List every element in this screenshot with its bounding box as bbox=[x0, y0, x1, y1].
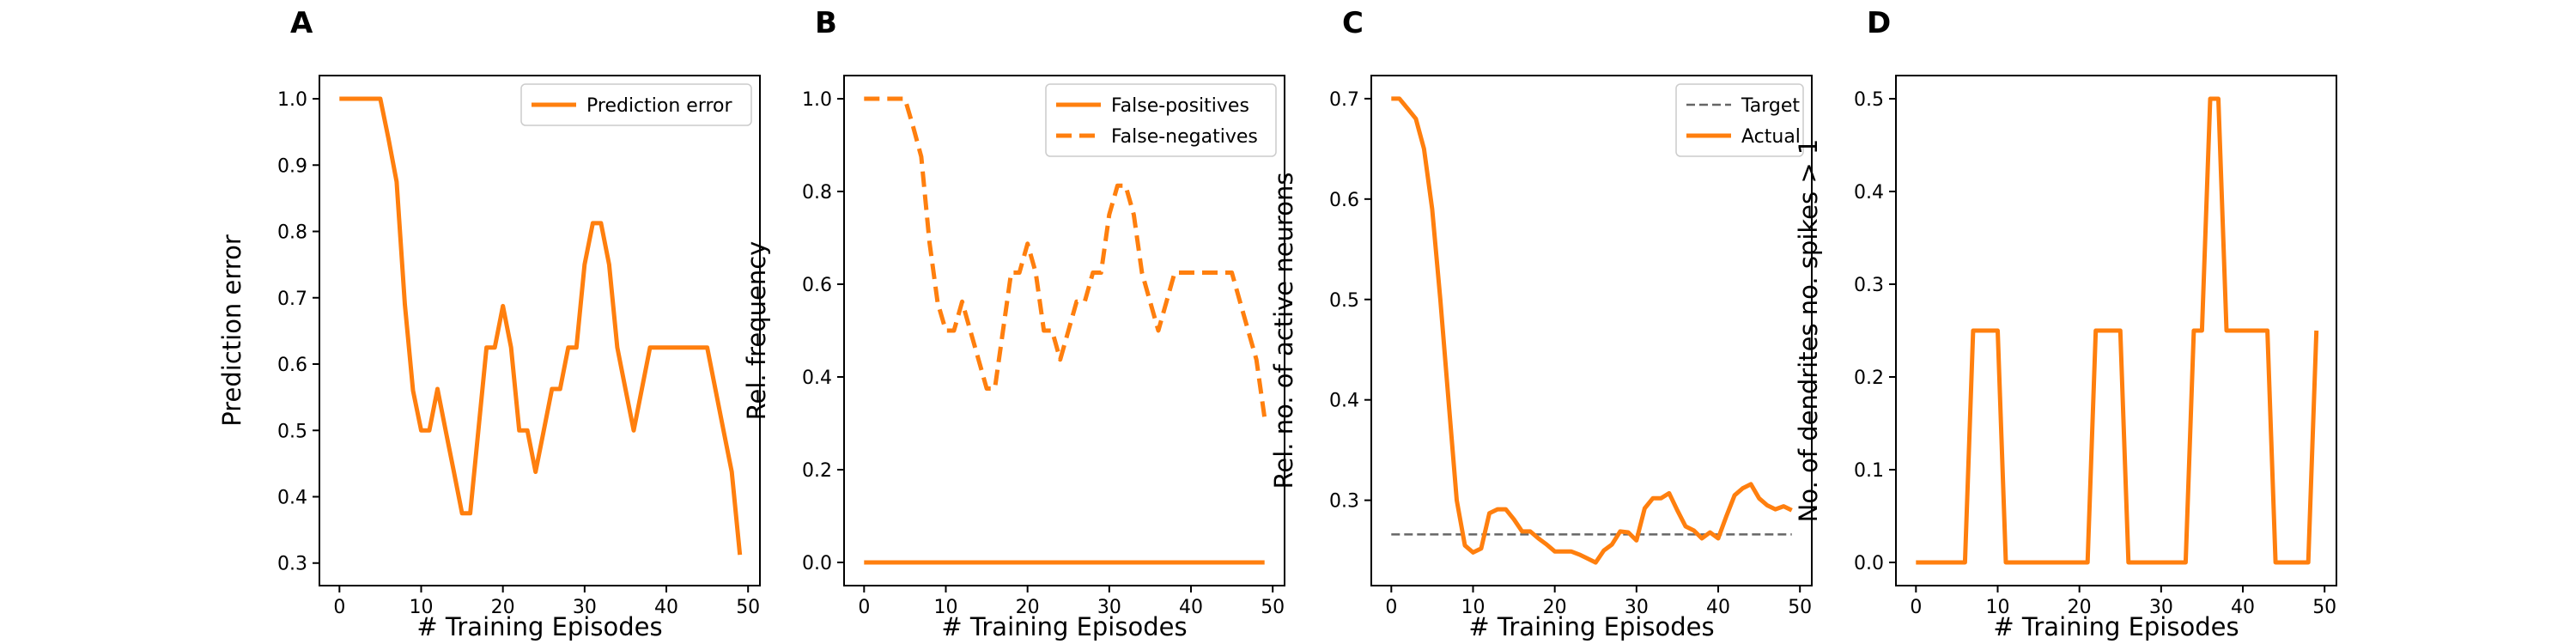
y-axis: 0.0 0.1 0.2 0.3 0.4 0.5 bbox=[1854, 89, 1896, 574]
y-tick-label: 0.4 bbox=[802, 368, 832, 389]
series-lines bbox=[1391, 96, 1793, 565]
legend: False-positives False-negatives bbox=[1045, 83, 1277, 157]
y-tick-label: 0.2 bbox=[802, 460, 832, 482]
x-tick-label: 10 bbox=[1461, 597, 1485, 618]
legend-label: Prediction error bbox=[586, 95, 732, 117]
panel-letter: D bbox=[1867, 6, 1891, 40]
chart-panel-b: B 0 10 20 30 40 50 0.0 0.2 0.4 0.6 0.8 1.0 # Training… bbox=[742, 6, 1285, 641]
y-tick-label: 1.0 bbox=[277, 89, 307, 111]
y-tick-label: 0.5 bbox=[1854, 89, 1884, 111]
x-tick-label: 0 bbox=[1385, 597, 1397, 618]
y-tick-label: 0.0 bbox=[1854, 553, 1884, 574]
y-tick-label: 0.0 bbox=[802, 553, 832, 574]
y-tick-label: 0.1 bbox=[1854, 460, 1884, 482]
series-line-1 bbox=[1391, 96, 1793, 565]
legend-label: Target bbox=[1741, 95, 1800, 117]
x-tick-label: 30 bbox=[2149, 597, 2173, 618]
x-tick-label: 0 bbox=[858, 597, 870, 618]
y-tick-label: 1.0 bbox=[802, 89, 832, 111]
plot-frame bbox=[319, 75, 761, 586]
chart-panel-a: A 0 10 20 30 40 50 0.3 0.4 0.5 0.6 0.7 0.8 0.9 1.0 # Tr… bbox=[217, 6, 761, 641]
y-tick-label: 0.7 bbox=[1329, 89, 1359, 111]
y-tick-label: 0.2 bbox=[1854, 368, 1884, 389]
x-tick-label: 0 bbox=[1910, 597, 1922, 618]
x-axis: 0 10 20 30 40 50 bbox=[1910, 586, 2336, 618]
x-tick-label: 40 bbox=[654, 597, 678, 618]
x-tick-label: 50 bbox=[1788, 597, 1812, 618]
x-tick-label: 20 bbox=[1543, 597, 1567, 618]
x-tick-label: 20 bbox=[1016, 597, 1040, 618]
x-tick-label: 10 bbox=[1985, 597, 2009, 618]
y-tick-label: 0.6 bbox=[802, 275, 832, 296]
y-tick-label: 0.8 bbox=[802, 182, 832, 204]
series-line-1 bbox=[864, 96, 1267, 418]
legend-box bbox=[1675, 83, 1804, 157]
series-line-0 bbox=[1916, 96, 2319, 565]
x-axis: 0 10 20 30 40 50 bbox=[858, 586, 1285, 618]
y-tick-label: 0.6 bbox=[277, 355, 307, 376]
panel-letter: C bbox=[1342, 6, 1364, 40]
y-axis: 0.0 0.2 0.4 0.6 0.8 1.0 bbox=[802, 89, 844, 574]
x-tick-label: 40 bbox=[2231, 597, 2255, 618]
y-tick-label: 0.8 bbox=[277, 222, 307, 244]
x-tick-label: 10 bbox=[933, 597, 957, 618]
y-axis-label: Rel. frequency bbox=[742, 241, 771, 421]
plot-frame bbox=[843, 75, 1285, 586]
plot-frame bbox=[1895, 75, 2337, 586]
x-tick-label: 50 bbox=[1261, 597, 1285, 618]
x-tick-label: 30 bbox=[573, 597, 597, 618]
x-tick-label: 40 bbox=[1706, 597, 1730, 618]
y-tick-label: 0.3 bbox=[1854, 275, 1884, 296]
y-tick-label: 0.5 bbox=[277, 421, 307, 442]
y-axis-label: No. of dendrites no. spikes > 1 bbox=[1794, 139, 1823, 523]
x-axis-label: # Training Episodes bbox=[416, 612, 662, 641]
y-tick-label: 0.9 bbox=[277, 155, 307, 177]
x-tick-label: 20 bbox=[491, 597, 515, 618]
y-axis: 0.3 0.4 0.5 0.6 0.7 bbox=[1329, 89, 1371, 513]
chart-panel-c: C 0 10 20 30 40 50 0.3 0.4 0.5 0.6 0.7 # Training Ep… bbox=[1269, 6, 1813, 641]
y-tick-label: 0.5 bbox=[1329, 290, 1359, 312]
x-tick-label: 40 bbox=[1179, 597, 1203, 618]
y-tick-label: 0.4 bbox=[277, 487, 307, 508]
y-tick-label: 0.3 bbox=[277, 554, 307, 575]
y-tick-label: 0.4 bbox=[1854, 182, 1884, 204]
legend-box bbox=[1045, 83, 1277, 157]
legend: Prediction error bbox=[520, 83, 752, 126]
x-axis-label: # Training Episodes bbox=[1993, 612, 2239, 641]
x-tick-label: 30 bbox=[1625, 597, 1649, 618]
y-axis: 0.3 0.4 0.5 0.6 0.7 0.8 0.9 1.0 bbox=[277, 89, 319, 575]
legend: Target Actual bbox=[1675, 83, 1804, 157]
y-tick-label: 0.3 bbox=[1329, 491, 1359, 513]
y-axis-label: Prediction error bbox=[217, 234, 246, 427]
series-lines bbox=[864, 96, 1267, 565]
x-axis-label: # Training Episodes bbox=[941, 612, 1187, 641]
x-tick-label: 30 bbox=[1097, 597, 1121, 618]
y-tick-label: 0.7 bbox=[277, 289, 307, 310]
series-lines bbox=[1916, 96, 2319, 565]
x-tick-label: 50 bbox=[2312, 597, 2336, 618]
x-axis: 0 10 20 30 40 50 bbox=[1385, 586, 1812, 618]
panel-letter: B bbox=[815, 6, 837, 40]
legend-label: False-negatives bbox=[1111, 126, 1258, 148]
panel-letter: A bbox=[290, 6, 313, 40]
legend-box bbox=[520, 83, 752, 126]
legend-label: False-positives bbox=[1111, 95, 1249, 117]
series-line-0 bbox=[339, 96, 743, 556]
series-lines bbox=[339, 96, 743, 556]
y-tick-label: 0.4 bbox=[1329, 391, 1359, 412]
x-axis: 0 10 20 30 40 50 bbox=[333, 586, 760, 618]
x-tick-label: 0 bbox=[333, 597, 345, 618]
x-tick-label: 10 bbox=[409, 597, 433, 618]
chart-panel-d: D 0 10 20 30 40 50 0.0 0.1 0.2 0.3 0.4 0.5 # Training… bbox=[1794, 6, 2337, 641]
plot-frame bbox=[1370, 75, 1813, 586]
y-tick-label: 0.6 bbox=[1329, 190, 1359, 211]
x-tick-label: 20 bbox=[2068, 597, 2092, 618]
x-axis-label: # Training Episodes bbox=[1468, 612, 1714, 641]
y-axis-label: Rel. no. of active neurons bbox=[1269, 173, 1298, 489]
legend-label: Actual bbox=[1741, 126, 1801, 148]
x-tick-label: 50 bbox=[736, 597, 760, 618]
